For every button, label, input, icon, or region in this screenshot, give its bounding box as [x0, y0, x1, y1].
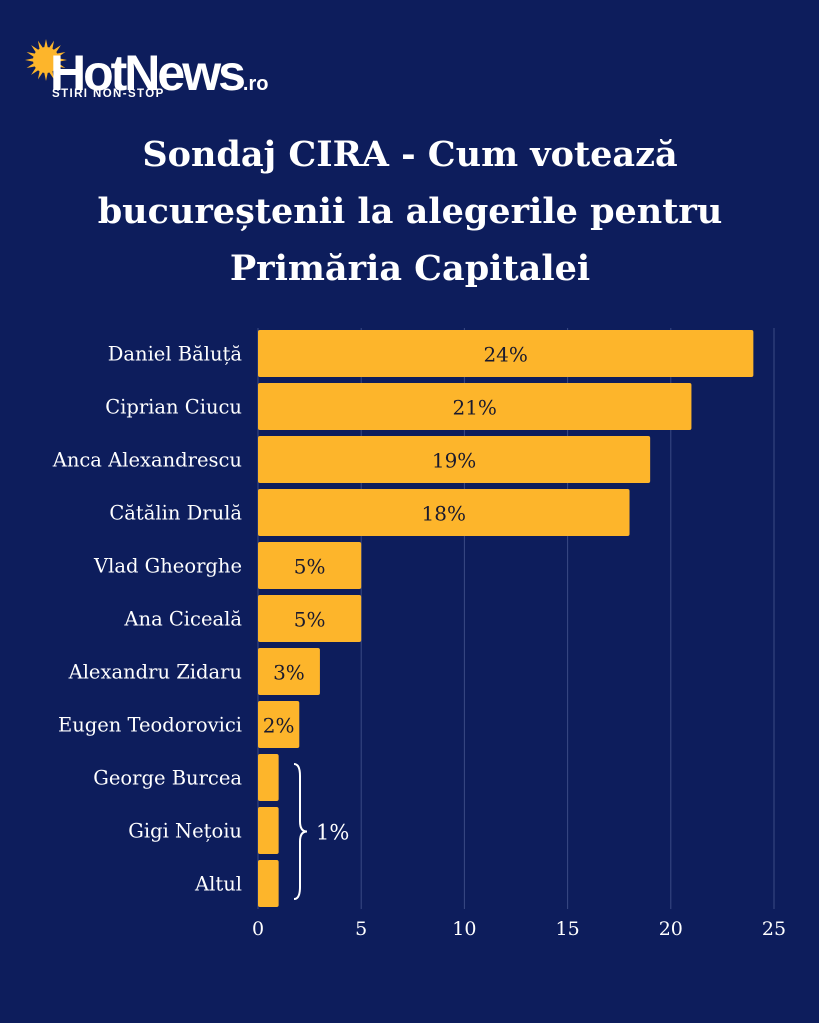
data-label: 3%	[273, 661, 305, 685]
bar	[258, 595, 362, 642]
chart-title: Sondaj CIRA - Cum votează bucureștenii l…	[60, 126, 760, 297]
bar	[258, 436, 651, 483]
x-tick-label: 0	[252, 918, 264, 940]
x-tick-label: 15	[556, 918, 580, 940]
category-label: Anca Alexandrescu	[52, 449, 242, 472]
category-label: Vlad Gheorghe	[93, 555, 242, 578]
x-tick-label: 10	[452, 918, 476, 940]
category-label: Cătălin Drulă	[109, 502, 242, 525]
category-label: Ana Ciceală	[123, 608, 242, 631]
x-tick-label: 25	[762, 918, 786, 940]
group-brace	[293, 763, 308, 900]
bar	[258, 648, 320, 695]
bar	[258, 701, 300, 748]
brand-tagline: STIRI NON-STOP	[52, 88, 165, 100]
bar	[258, 542, 362, 589]
category-label: Ciprian Ciucu	[105, 396, 242, 419]
data-label: 5%	[294, 608, 326, 632]
chart-title-line-1: Sondaj CIRA - Cum votează	[142, 134, 678, 175]
bar	[258, 383, 692, 430]
bar	[258, 330, 754, 377]
category-label: Alexandru Zidaru	[68, 661, 242, 684]
data-label: 18%	[422, 502, 466, 526]
group-annotation-label: 1%	[316, 821, 349, 845]
data-label: 2%	[263, 714, 295, 738]
category-label: Gigi Nețoiu	[128, 820, 242, 843]
brand-suffix: .ro	[242, 73, 269, 95]
data-label: 5%	[294, 555, 326, 579]
data-label: 24%	[483, 343, 527, 367]
x-tick-label: 5	[355, 918, 367, 940]
category-label: Eugen Teodorovici	[58, 714, 242, 737]
category-label: George Burcea	[93, 767, 242, 790]
brand-name: HotNews	[50, 45, 246, 101]
data-label: 19%	[432, 449, 476, 473]
category-label: Altul	[194, 873, 242, 896]
chart-title-line-2: bucureștenii la alegerile pentru	[97, 191, 723, 232]
bar	[258, 489, 630, 536]
bar	[258, 860, 279, 907]
sun-icon	[25, 39, 67, 81]
bar	[258, 807, 279, 854]
data-label: 21%	[452, 396, 496, 420]
chart-title-line-3: Primăria Capitalei	[229, 248, 591, 289]
bar	[258, 754, 279, 801]
category-label: Daniel Băluță	[108, 343, 243, 366]
x-tick-label: 20	[659, 918, 683, 940]
hotnews-logo[interactable]: HotNews.ro STIRI NON-STOP	[22, 30, 342, 105]
